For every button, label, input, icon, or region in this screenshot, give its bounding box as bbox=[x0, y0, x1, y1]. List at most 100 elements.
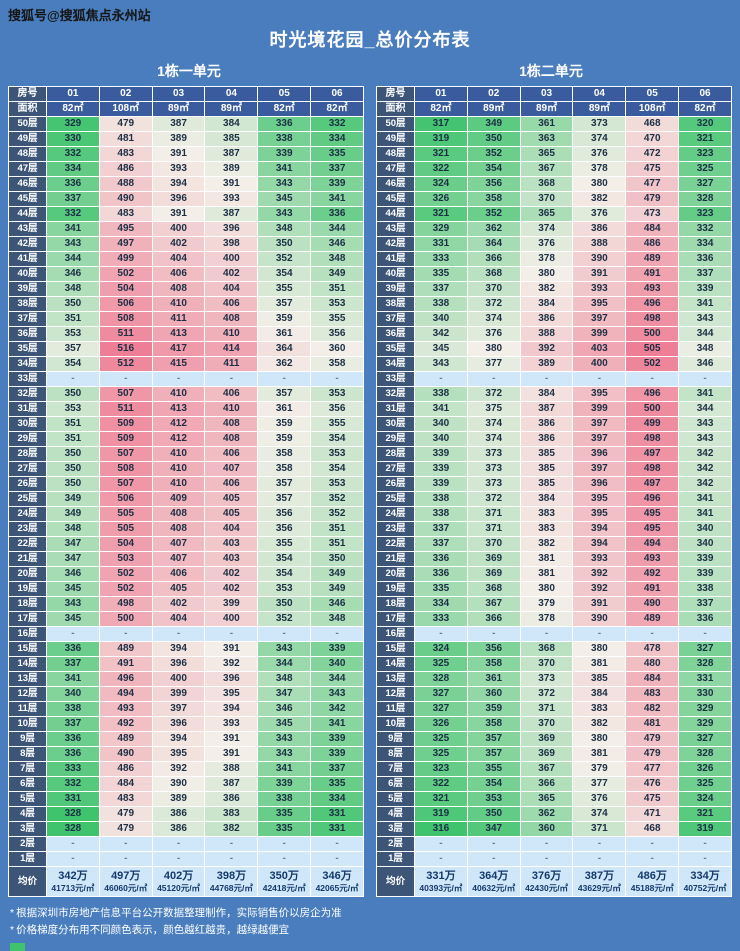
price-cell: 360 bbox=[310, 341, 364, 357]
price-cell: 396 bbox=[151, 191, 206, 207]
price-cell: 339 bbox=[310, 746, 364, 762]
price-cell: 338 bbox=[414, 506, 468, 522]
table-row: 29层 340 374 386 397 498 343 bbox=[376, 431, 732, 447]
table-row: 24层 349 505 408 405 356 352 bbox=[8, 506, 364, 522]
table-row: 19层 335 368 380 392 491 338 bbox=[376, 581, 732, 597]
area-header: 89㎡ bbox=[572, 101, 627, 117]
price-cell: 340 bbox=[310, 656, 364, 672]
area-header: 82㎡ bbox=[257, 101, 312, 117]
area-header-label: 面积 bbox=[376, 101, 415, 117]
price-cell: 468 bbox=[625, 116, 680, 132]
price-cell: 392 bbox=[572, 566, 627, 582]
price-cell: 336 bbox=[257, 116, 312, 132]
price-cell: 471 bbox=[625, 806, 680, 822]
price-cell: 358 bbox=[466, 191, 521, 207]
price-cell: 335 bbox=[310, 146, 364, 162]
price-cell: 324 bbox=[414, 641, 468, 657]
price-cell: 374 bbox=[572, 806, 627, 822]
price-cell: 356 bbox=[257, 506, 312, 522]
floor-label: 21层 bbox=[8, 551, 47, 567]
empty-cell: - bbox=[98, 371, 153, 387]
price-cell: 356 bbox=[466, 176, 521, 192]
table-row: 47层 334 486 393 389 341 337 bbox=[8, 161, 364, 177]
table-row: 38层 350 506 410 406 357 353 bbox=[8, 296, 364, 312]
price-cell: 337 bbox=[46, 716, 100, 732]
price-cell: 384 bbox=[519, 491, 574, 507]
price-cell: 344 bbox=[310, 671, 364, 687]
price-cell: 381 bbox=[572, 746, 627, 762]
price-cell: 342 bbox=[678, 476, 732, 492]
price-cell: 389 bbox=[519, 356, 574, 372]
price-cell: 412 bbox=[151, 431, 206, 447]
price-cell: 500 bbox=[625, 326, 680, 342]
floor-label: 27层 bbox=[8, 461, 47, 477]
price-cell: 403 bbox=[572, 341, 627, 357]
floor-label: 44层 bbox=[376, 206, 415, 222]
table-row: 37层 351 508 411 408 359 355 bbox=[8, 311, 364, 327]
asterisk-icon: * bbox=[10, 907, 15, 919]
price-cell: 343 bbox=[46, 596, 100, 612]
price-cell: 330 bbox=[678, 686, 732, 702]
table-row: 48层 321 352 365 376 472 323 bbox=[376, 146, 732, 162]
price-cell: 341 bbox=[310, 191, 364, 207]
price-cell: 354 bbox=[257, 566, 312, 582]
price-cell: 348 bbox=[310, 251, 364, 267]
price-cell: 342 bbox=[678, 461, 732, 477]
floor-label: 22层 bbox=[8, 536, 47, 552]
price-cell: 496 bbox=[625, 296, 680, 312]
price-cell: 324 bbox=[678, 791, 732, 807]
price-cell: 340 bbox=[414, 311, 468, 327]
empty-cell: - bbox=[310, 371, 364, 387]
floor-label: 13层 bbox=[376, 671, 415, 687]
price-cell: 332 bbox=[46, 776, 100, 792]
price-cell: 358 bbox=[310, 356, 364, 372]
watermark: 搜狐号@搜狐焦点永州站 bbox=[8, 8, 151, 23]
table-row: 9层 336 489 394 391 343 339 bbox=[8, 731, 364, 747]
floor-label: 13层 bbox=[8, 671, 47, 687]
empty-cell: - bbox=[151, 836, 206, 852]
price-cell: 348 bbox=[257, 671, 312, 687]
asterisk-icon: * bbox=[10, 923, 15, 936]
average-unit-price: 43629元/㎡ bbox=[577, 883, 621, 893]
price-cell: 498 bbox=[625, 431, 680, 447]
price-cell: 360 bbox=[519, 821, 574, 837]
price-cell: 349 bbox=[310, 266, 364, 282]
empty-cell: - bbox=[414, 371, 468, 387]
table-row: 45层 326 358 370 382 479 328 bbox=[376, 191, 732, 207]
price-cell: 352 bbox=[310, 491, 364, 507]
average-total-price: 497万 bbox=[111, 870, 141, 882]
price-cell: 334 bbox=[310, 131, 364, 147]
price-cell: 405 bbox=[151, 581, 206, 597]
price-cell: 325 bbox=[414, 731, 468, 747]
price-cell: 329 bbox=[46, 116, 100, 132]
table-row: 50层 329 479 387 384 336 332 bbox=[8, 116, 364, 132]
room-number-header: 01 bbox=[46, 86, 100, 102]
area-header: 82㎡ bbox=[678, 101, 732, 117]
room-number-header: 05 bbox=[257, 86, 312, 102]
price-cell: 333 bbox=[414, 251, 468, 267]
price-cell: 417 bbox=[151, 341, 206, 357]
floor-label: 19层 bbox=[8, 581, 47, 597]
table-row: 49层 319 350 363 374 470 321 bbox=[376, 131, 732, 147]
table-row: 32层 338 372 384 395 496 341 bbox=[376, 386, 732, 402]
price-cell: 387 bbox=[519, 401, 574, 417]
price-cell: 384 bbox=[519, 386, 574, 402]
empty-cell: - bbox=[625, 836, 680, 852]
price-cell: 338 bbox=[678, 581, 732, 597]
price-cell: 349 bbox=[466, 116, 521, 132]
floor-label: 36层 bbox=[8, 326, 47, 342]
price-cell: 392 bbox=[204, 656, 259, 672]
price-cell: 341 bbox=[257, 761, 312, 777]
table-row: 36层 353 511 413 410 361 356 bbox=[8, 326, 364, 342]
floor-label: 48层 bbox=[376, 146, 415, 162]
floor-label: 12层 bbox=[376, 686, 415, 702]
room-number-header: 06 bbox=[678, 86, 732, 102]
price-cell: 336 bbox=[46, 641, 100, 657]
price-cell: 351 bbox=[46, 416, 100, 432]
price-cell: 477 bbox=[625, 176, 680, 192]
price-cell: 352 bbox=[310, 506, 364, 522]
price-cell: 395 bbox=[572, 506, 627, 522]
average-total-price: 346万 bbox=[322, 870, 352, 882]
price-cell: 408 bbox=[151, 506, 206, 522]
price-cell: 394 bbox=[151, 176, 206, 192]
